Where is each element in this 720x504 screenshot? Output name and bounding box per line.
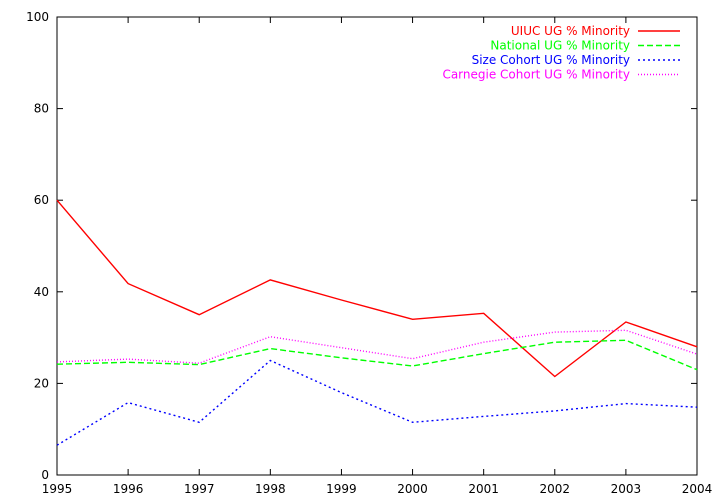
x-tick-label: 2000 [397, 482, 428, 496]
series-line-0 [56, 199, 698, 378]
y-tick-label: 0 [41, 468, 49, 482]
x-tick-label: 1996 [113, 482, 144, 496]
x-tick-label: 1999 [326, 482, 357, 496]
series-line-3 [56, 329, 698, 364]
y-tick-label: 60 [34, 193, 49, 207]
x-tick-label: 1998 [255, 482, 286, 496]
x-tick-label: 2003 [611, 482, 642, 496]
legend-label: National UG % Minority [490, 39, 630, 53]
y-tick-label: 80 [34, 102, 49, 116]
legend-label: Size Cohort UG % Minority [472, 53, 630, 67]
x-tick-label: 1997 [184, 482, 215, 496]
x-tick-label: 2004 [682, 482, 713, 496]
legend-label: UIUC UG % Minority [511, 24, 630, 38]
y-tick-label: 100 [26, 10, 49, 24]
y-tick-label: 20 [34, 376, 49, 390]
axes: 1995 1996 1997 1998 1999 2000 2001 2002 2003 2004… [26, 10, 712, 496]
series-line-1 [56, 339, 698, 371]
x-tick-label: 2001 [468, 482, 499, 496]
legend-label: Carnegie Cohort UG % Minority [442, 68, 630, 82]
x-tick-label: 2002 [540, 482, 571, 496]
series-line-2 [56, 359, 698, 446]
x-tick-label: 1995 [42, 482, 73, 496]
y-tick-label: 40 [34, 285, 49, 299]
plot-frame [56, 16, 698, 476]
series-layer [56, 199, 698, 446]
